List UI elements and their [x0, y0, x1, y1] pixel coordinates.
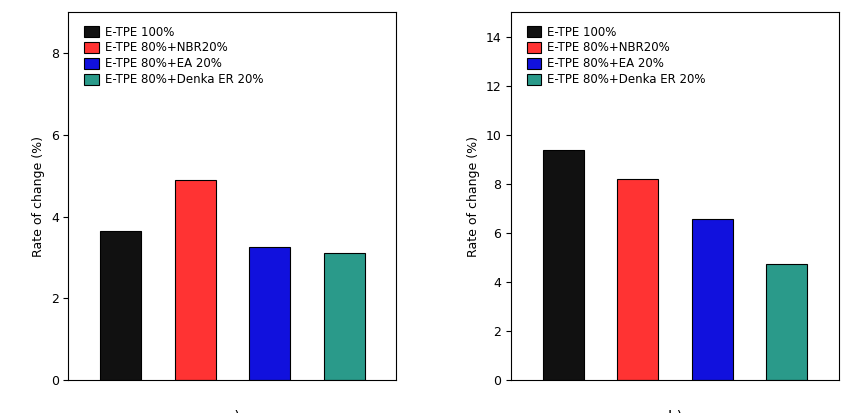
Y-axis label: Rate of change (%): Rate of change (%): [467, 136, 480, 256]
Legend: E-TPE 100%, E-TPE 80%+NBR20%, E-TPE 80%+EA 20%, E-TPE 80%+Denka ER 20%: E-TPE 100%, E-TPE 80%+NBR20%, E-TPE 80%+…: [524, 22, 709, 90]
Bar: [100, 231, 141, 380]
Bar: [543, 150, 584, 380]
Bar: [249, 247, 290, 380]
Y-axis label: Rate of change (%): Rate of change (%): [33, 136, 45, 256]
Legend: E-TPE 100%, E-TPE 80%+NBR20%, E-TPE 80%+EA 20%, E-TPE 80%+Denka ER 20%: E-TPE 100%, E-TPE 80%+NBR20%, E-TPE 80%+…: [81, 22, 266, 90]
Text: b): b): [667, 409, 683, 413]
Bar: [324, 253, 365, 380]
Bar: [175, 180, 216, 380]
Text: a): a): [225, 409, 240, 413]
Bar: [692, 219, 733, 380]
Bar: [766, 263, 807, 380]
Bar: [617, 179, 658, 380]
